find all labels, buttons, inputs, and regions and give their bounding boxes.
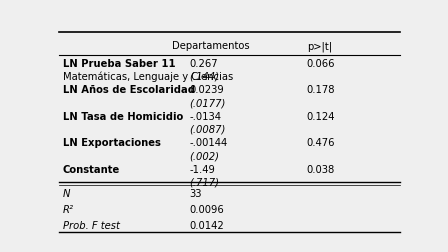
Text: (.717): (.717) [190,177,220,187]
Text: (.0177): (.0177) [190,98,226,108]
Text: (.002): (.002) [190,151,220,161]
Text: LN Años de Escolaridad: LN Años de Escolaridad [63,85,195,95]
Text: -.00144: -.00144 [190,138,228,147]
Text: -1.49: -1.49 [190,164,215,174]
Text: R²: R² [63,204,74,214]
Text: 0.038: 0.038 [306,164,334,174]
Text: p>|t|: p>|t| [307,41,332,51]
Text: Matemáticas, Lenguaje y Ciencias: Matemáticas, Lenguaje y Ciencias [63,72,233,82]
Text: 0.0239: 0.0239 [190,85,224,95]
Text: N: N [63,188,70,198]
Text: LN Tasa de Homicidio: LN Tasa de Homicidio [63,111,183,121]
Text: Departamentos: Departamentos [172,41,250,51]
Text: 33: 33 [190,188,202,198]
Text: Constante: Constante [63,164,120,174]
Text: LN Prueba Saber 11: LN Prueba Saber 11 [63,58,176,68]
Text: -.0134: -.0134 [190,111,222,121]
Text: 0.066: 0.066 [306,58,335,68]
Text: 0.178: 0.178 [306,85,335,95]
Text: 0.124: 0.124 [306,111,335,121]
Text: Prob. F test: Prob. F test [63,220,120,230]
Text: LN Exportaciones: LN Exportaciones [63,138,161,147]
Text: 0.0096: 0.0096 [190,204,224,214]
Text: 0.476: 0.476 [306,138,335,147]
Text: 0.0142: 0.0142 [190,220,224,230]
Text: 0.267: 0.267 [190,58,218,68]
Text: (.144): (.144) [190,72,220,82]
Text: (.0087): (.0087) [190,124,226,134]
